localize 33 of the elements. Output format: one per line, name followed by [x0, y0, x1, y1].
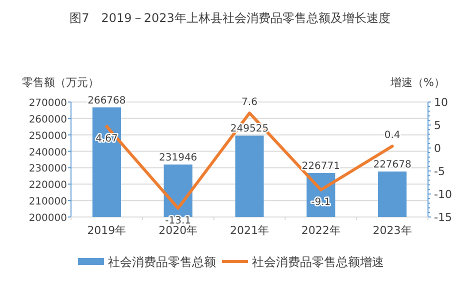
y2-tick-label: 0 — [434, 142, 441, 155]
x-tick-label: 2020年 — [158, 224, 198, 237]
data-label: 226771 — [302, 161, 340, 172]
data-label: 231946 — [159, 152, 198, 164]
x-tick-label: 2021年 — [230, 224, 269, 237]
data-label: 4.67 — [96, 134, 118, 145]
data-label: 266768 — [88, 95, 126, 106]
chart-title: 图7 2019－2023年上林县社会消费品零售总额及增长速度 — [70, 11, 390, 25]
data-label: -13.1 — [165, 215, 192, 226]
data-label: 0.4 — [384, 130, 400, 142]
x-tick-label: 2019年 — [87, 224, 126, 237]
y-axis-title: 零售额（万元） — [22, 76, 99, 89]
y2-tick-label: -10 — [434, 188, 452, 201]
y2-tick-label: -5 — [434, 165, 445, 178]
y2-tick-label: 5 — [434, 119, 441, 132]
legend-label: 社会消费品零售总额 — [108, 255, 216, 269]
y2-tick-label: 10 — [434, 96, 448, 109]
data-label: 7.6 — [242, 97, 258, 108]
y-tick-label: 230000 — [28, 164, 67, 175]
y-tick-label: 250000 — [28, 130, 67, 142]
data-label: -9.1 — [311, 196, 331, 208]
y-tick-label: 240000 — [28, 147, 67, 158]
y-tick-label: 200000 — [28, 213, 67, 224]
y-tick-label: 260000 — [28, 114, 67, 126]
y-tick-label: 270000 — [28, 98, 67, 109]
y2-tick-label: -15 — [434, 211, 452, 224]
y-tick-label: 220000 — [28, 180, 67, 192]
legend-label: 社会消费品零售总额增速 — [252, 255, 384, 269]
x-tick-label: 2023年 — [372, 224, 412, 237]
x-tick-label: 2022年 — [301, 224, 340, 237]
y-tick-label: 210000 — [28, 196, 67, 208]
data-label: 227678 — [373, 160, 412, 171]
y2-axis-title: 增速（%） — [390, 76, 445, 89]
